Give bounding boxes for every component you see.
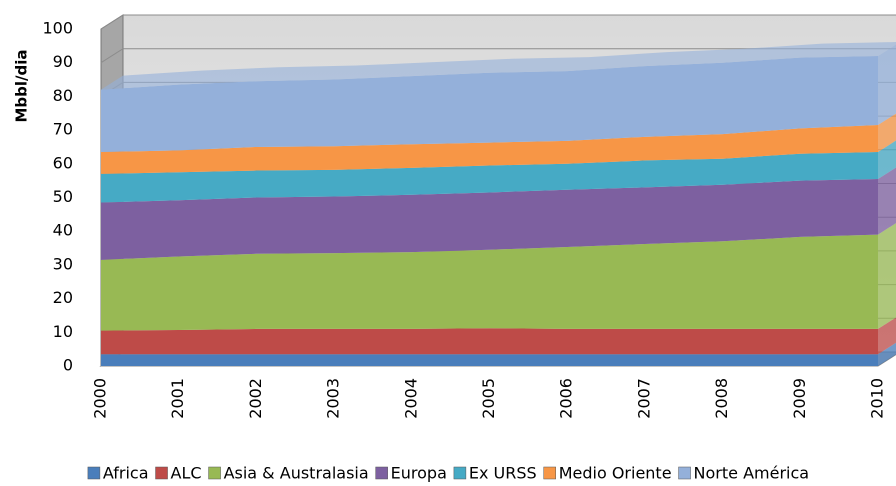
legend-swatch xyxy=(543,466,556,480)
legend-label: Asia & Australasia xyxy=(224,464,369,483)
x-tick-label: 2007 xyxy=(634,378,653,419)
area-side xyxy=(878,223,896,329)
area-side xyxy=(878,113,896,153)
area xyxy=(101,234,878,331)
x-tick-label: 2008 xyxy=(712,378,731,419)
area-side xyxy=(878,167,896,235)
y-tick-label: 70 xyxy=(53,120,73,139)
area xyxy=(101,125,878,174)
area-side xyxy=(878,342,896,366)
legend-label: Norte América xyxy=(694,464,810,483)
y-tick-label: 90 xyxy=(53,52,73,71)
legend-swatch xyxy=(375,466,388,480)
area xyxy=(101,55,878,153)
x-tick-label: 2000 xyxy=(91,378,110,419)
legend-label: Medio Oriente xyxy=(559,464,672,483)
grid-line xyxy=(100,14,896,30)
area-side xyxy=(878,140,896,179)
x-tick-label: 2010 xyxy=(868,378,887,419)
legend-swatch xyxy=(453,466,467,480)
legend-label: ALC xyxy=(171,464,202,483)
legend-swatch xyxy=(678,466,691,480)
grid-line xyxy=(100,48,896,64)
area-side xyxy=(878,317,896,355)
y-tick-label: 0 xyxy=(63,356,73,375)
y-tick-label: 20 xyxy=(53,288,73,307)
y-tick-label: 50 xyxy=(53,187,73,206)
legend-label: Europa xyxy=(391,464,447,483)
x-tick-label: 2002 xyxy=(246,378,265,419)
x-tick-label: 2006 xyxy=(557,378,576,419)
y-tick-label: 100 xyxy=(42,19,73,38)
y-tick-label: 80 xyxy=(53,86,73,105)
y-tick-label: 40 xyxy=(53,221,73,240)
area-top xyxy=(101,42,896,90)
x-tick-label: 2001 xyxy=(168,378,187,419)
x-tick-label: 2005 xyxy=(479,378,498,419)
legend-label: Africa xyxy=(103,464,149,483)
x-tick-label: 2003 xyxy=(324,378,343,419)
area xyxy=(101,354,878,366)
x-tick-label: 2004 xyxy=(401,378,420,419)
area-side xyxy=(878,44,896,126)
area xyxy=(101,178,878,260)
y-tick-label: 10 xyxy=(53,322,73,341)
legend-swatch xyxy=(155,466,168,480)
legend-swatch xyxy=(87,466,101,480)
legend-swatch xyxy=(208,466,221,480)
legend-label: Ex URSS xyxy=(469,464,537,483)
x-tick-label: 2009 xyxy=(790,378,809,419)
area xyxy=(101,152,878,203)
area xyxy=(101,328,878,355)
y-tick-label: 30 xyxy=(53,254,73,273)
y-tick-label: 60 xyxy=(53,153,73,172)
y-axis-label: Mbbl/dia xyxy=(13,49,31,122)
